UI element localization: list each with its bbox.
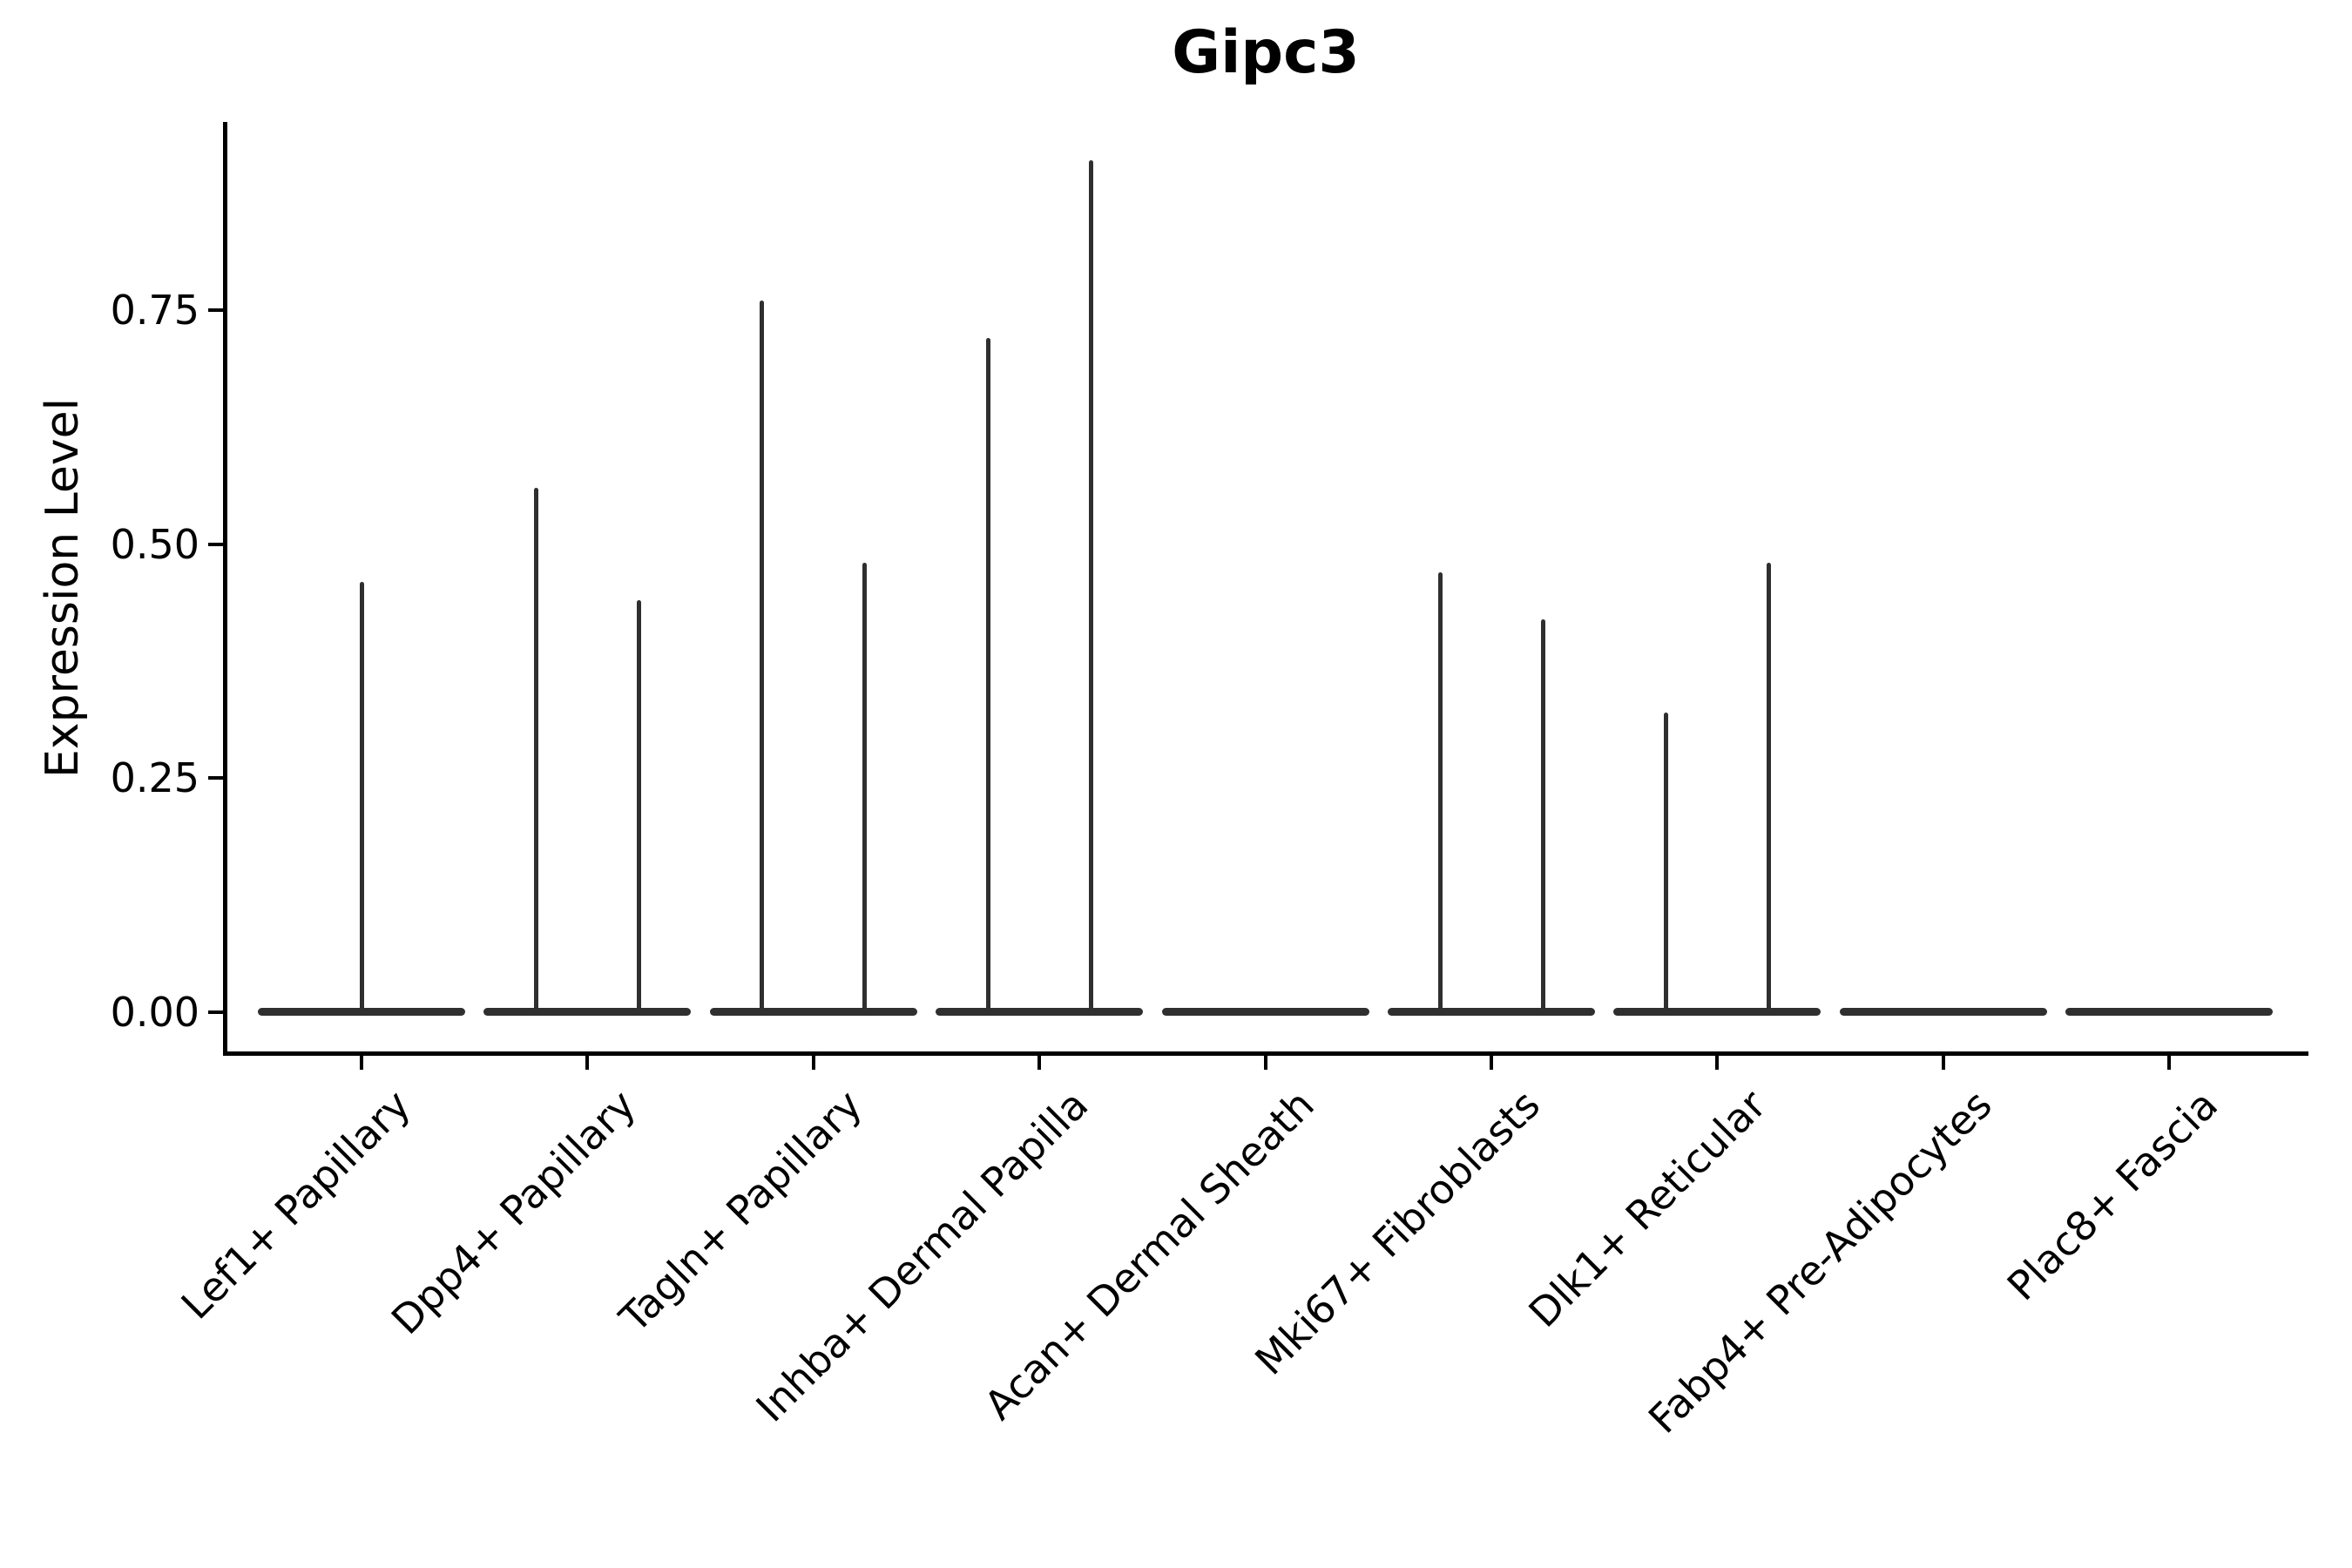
x-tick-label: Plac8+ Fascia <box>1997 1080 2227 1310</box>
violin-spike <box>1437 571 1443 1012</box>
y-axis-line <box>223 122 227 1056</box>
y-tick-mark <box>208 308 223 312</box>
violin-spike <box>985 338 990 1012</box>
x-axis-line <box>223 1051 2308 1056</box>
x-tick-mark <box>585 1056 590 1070</box>
y-tick-mark <box>208 542 223 546</box>
y-axis-label: Expression Level <box>37 397 89 779</box>
violin-spike <box>636 600 641 1012</box>
x-tick-label: Dpp4+ Papillary <box>382 1080 645 1344</box>
x-tick-label: Dlk1+ Reticular <box>1519 1080 1775 1337</box>
x-tick-mark <box>811 1056 815 1070</box>
violin-spike <box>1663 713 1668 1012</box>
violin-body <box>1161 1008 1369 1016</box>
violin-spike <box>862 563 868 1012</box>
x-tick-label: Tagln+ Papillary <box>610 1080 871 1342</box>
violin-spike <box>760 301 765 1012</box>
x-tick-mark <box>1941 1056 1945 1070</box>
y-tick-label: 0.25 <box>110 754 199 802</box>
x-tick-mark <box>360 1056 363 1070</box>
x-tick-mark <box>1263 1056 1267 1070</box>
violin-body <box>1839 1008 2047 1016</box>
violin-spike <box>1766 563 1771 1012</box>
y-tick-mark <box>208 1010 223 1014</box>
violin-spike <box>1540 618 1545 1012</box>
violin-body <box>1388 1008 1595 1016</box>
violin-body <box>1613 1008 1821 1016</box>
violin-body <box>2065 1008 2274 1016</box>
violin-body <box>483 1008 692 1016</box>
x-tick-mark <box>1715 1056 1720 1070</box>
chart-title: Gipc3 <box>1172 18 1360 87</box>
violin-spike <box>359 581 364 1012</box>
violin-body <box>936 1008 1144 1016</box>
y-tick-label: 0.00 <box>110 989 199 1036</box>
x-tick-mark <box>2167 1056 2172 1070</box>
y-tick-label: 0.75 <box>110 286 199 334</box>
violin-body <box>709 1008 917 1016</box>
y-tick-mark <box>208 776 223 781</box>
violin-spike <box>1088 160 1093 1012</box>
y-tick-label: 0.50 <box>110 520 199 568</box>
violin-spike <box>533 488 538 1012</box>
x-tick-label: Lef1+ Papillary <box>172 1080 420 1328</box>
x-tick-mark <box>1490 1056 1493 1070</box>
x-tick-mark <box>1037 1056 1042 1070</box>
